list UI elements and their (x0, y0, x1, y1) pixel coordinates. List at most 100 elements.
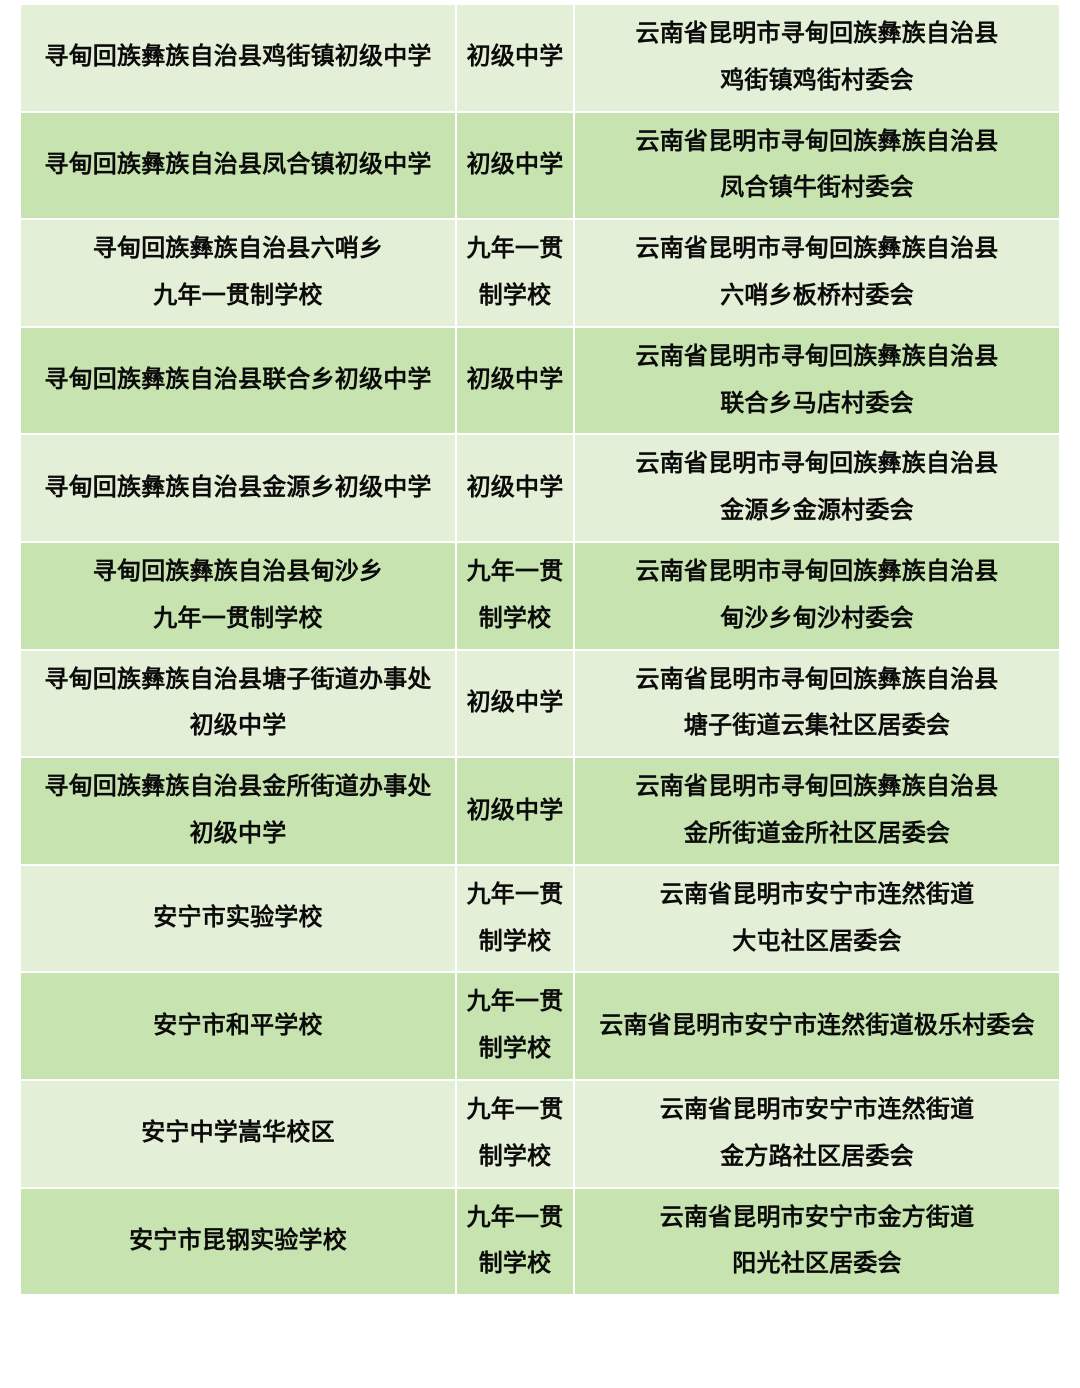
cell-school-address: 云南省昆明市安宁市金方街道 阳光社区居委会 (575, 1188, 1059, 1295)
cell-school-type-line: 九年一贯 (466, 1203, 564, 1231)
cell-school-address-line: 金源乡金源村委会 (720, 497, 914, 525)
cell-school-type-line: 初级中学 (466, 150, 564, 178)
cell-school-name: 寻甸回族彝族自治县甸沙乡 九年一贯制学校 (21, 542, 455, 649)
cell-school-type: 九年一贯 制学校 (457, 973, 573, 1079)
cell-school-address-line: 鸡街镇鸡街村委会 (720, 66, 914, 94)
cell-school-address-line: 云南省昆明市寻甸回族彝族自治县 (635, 20, 999, 47)
cell-school-type-line: 初级中学 (466, 366, 564, 394)
cell-school-address: 云南省昆明市安宁市连然街道极乐村委会 (575, 973, 1059, 1079)
cell-school-name: 寻甸回族彝族自治县联合乡初级中学 (21, 327, 455, 434)
cell-school-name-line: 九年一贯制学校 (153, 604, 323, 632)
cell-school-name-line: 寻甸回族彝族自治县塘子街道办事处 (44, 665, 432, 693)
cell-school-name: 安宁中学嵩华校区 (21, 1080, 455, 1187)
cell-school-name-line: 寻甸回族彝族自治县甸沙乡 (92, 557, 384, 585)
cell-school-address-line: 云南省昆明市寻甸回族彝族自治县 (635, 557, 999, 585)
cell-school-type-line: 初级中学 (466, 43, 564, 71)
table-row: 寻甸回族彝族自治县金源乡初级中学 初级中学 云南省昆明市寻甸回族彝族自治县 金源乡金源… (21, 435, 1059, 541)
cell-school-address: 云南省昆明市寻甸回族彝族自治县 金所街道金所社区居委会 (575, 758, 1059, 864)
cell-school-address-line: 金所街道金所社区居委会 (683, 819, 951, 847)
cell-school-address-line: 联合乡马店村委会 (720, 389, 914, 417)
cell-school-name: 安宁市和平学校 (21, 973, 455, 1079)
cell-school-type: 九年一贯 制学校 (457, 1188, 573, 1295)
cell-school-address-line: 金方路社区居委会 (720, 1142, 914, 1170)
cell-school-address-line: 云南省昆明市寻甸回族彝族自治县 (635, 342, 999, 370)
cell-school-name: 寻甸回族彝族自治县六哨乡 九年一贯制学校 (21, 220, 455, 326)
table-row: 寻甸回族彝族自治县凤合镇初级中学 初级中学 云南省昆明市寻甸回族彝族自治县 凤合镇牛街… (21, 112, 1059, 219)
cell-school-address-line: 大屯社区居委会 (732, 927, 902, 955)
cell-school-address-line: 凤合镇牛街村委会 (720, 174, 914, 202)
cell-school-address: 云南省昆明市寻甸回族彝族自治县 金源乡金源村委会 (575, 435, 1059, 541)
cell-school-type: 初级中学 (457, 5, 573, 111)
cell-school-type-line: 制学校 (478, 1035, 552, 1063)
table-row: 寻甸回族彝族自治县金所街道办事处 初级中学 初级中学 云南省昆明市寻甸回族彝族自治县金… (21, 758, 1059, 864)
cell-school-type: 初级中学 (457, 650, 573, 757)
cell-school-address: 云南省昆明市安宁市连然街道 金方路社区居委会 (575, 1080, 1059, 1187)
cell-school-address-line: 云南省昆明市安宁市连然街道极乐村委会 (599, 1011, 1035, 1039)
cell-school-address: 云南省昆明市寻甸回族彝族自治县 塘子街道云集社区居委会 (575, 650, 1059, 757)
table-row: 寻甸回族彝族自治县鸡街镇初级中学 初级中学 云南省昆明市寻甸回族彝族自治县 鸡街镇鸡街… (21, 5, 1059, 111)
cell-school-name: 寻甸回族彝族自治县凤合镇初级中学 (21, 112, 455, 219)
cell-school-name-line: 安宁市和平学校 (153, 1011, 323, 1039)
cell-school-type-line: 制学校 (478, 927, 552, 955)
table-row: 寻甸回族彝族自治县塘子街道办事处 初级中学 初级中学 云南省昆明市寻甸回族彝族自治县塘… (21, 650, 1059, 757)
cell-school-name-line: 寻甸回族彝族自治县鸡街镇初级中学 (44, 43, 432, 71)
cell-school-name-line: 九年一贯制学校 (153, 281, 323, 309)
cell-school-type: 初级中学 (457, 435, 573, 541)
cell-school-type-line: 制学校 (478, 281, 552, 309)
cell-school-name-line: 寻甸回族彝族自治县六哨乡 (92, 235, 384, 263)
cell-school-name-line: 寻甸回族彝族自治县金源乡初级中学 (44, 473, 432, 501)
table-row: 寻甸回族彝族自治县联合乡初级中学 初级中学 云南省昆明市寻甸回族彝族自治县 联合乡马店… (21, 327, 1059, 434)
cell-school-address-line: 云南省昆明市寻甸回族彝族自治县 (635, 665, 999, 693)
cell-school-name: 安宁市实验学校 (21, 865, 455, 972)
cell-school-name: 寻甸回族彝族自治县金所街道办事处 初级中学 (21, 758, 455, 864)
cell-school-type: 九年一贯 制学校 (457, 1080, 573, 1187)
table-row: 安宁市实验学校 九年一贯制学校 云南省昆明市安宁市连然街道 大屯社区居委会 (21, 865, 1059, 972)
cell-school-address-line: 云南省昆明市寻甸回族彝族自治县 (635, 450, 999, 478)
cell-school-address-line: 云南省昆明市寻甸回族彝族自治县 (635, 773, 999, 801)
cell-school-address-line: 云南省昆明市安宁市金方街道 (659, 1203, 975, 1231)
school-listing-table: 寻甸回族彝族自治县鸡街镇初级中学 初级中学 云南省昆明市寻甸回族彝族自治县 鸡街镇鸡街… (19, 3, 1061, 1296)
cell-school-address-line: 塘子街道云集社区居委会 (683, 712, 951, 740)
cell-school-type-line: 九年一贯 (466, 235, 564, 263)
cell-school-address-line: 阳光社区居委会 (732, 1250, 902, 1278)
cell-school-type: 初级中学 (457, 327, 573, 434)
cell-school-address-line: 甸沙乡甸沙村委会 (720, 604, 914, 632)
cell-school-address-line: 云南省昆明市寻甸回族彝族自治县 (635, 235, 999, 263)
cell-school-type: 初级中学 (457, 112, 573, 219)
cell-school-name-line: 安宁中学嵩华校区 (141, 1119, 335, 1147)
table-row: 寻甸回族彝族自治县甸沙乡 九年一贯制学校 九年一贯 制学校 云南省昆明市寻甸回族彝族自治… (21, 542, 1059, 649)
cell-school-type-line: 九年一贯 (466, 1095, 564, 1123)
cell-school-address: 云南省昆明市寻甸回族彝族自治县 鸡街镇鸡街村委会 (575, 5, 1059, 111)
table-row: 寻甸回族彝族自治县六哨乡 九年一贯制学校 九年一贯 制学校 云南省昆明市寻甸回族彝族自治… (21, 220, 1059, 326)
cell-school-address: 云南省昆明市寻甸回族彝族自治县 甸沙乡甸沙村委会 (575, 542, 1059, 649)
table-row: 安宁市昆钢实验学校 九年一贯 制学校 云南省昆明市安宁市金方街道 阳光社区居委会 (21, 1188, 1059, 1295)
cell-school-type: 九年一贯 制学校 (457, 865, 573, 972)
cell-school-type-line: 初级中学 (466, 473, 564, 501)
cell-school-address: 云南省昆明市寻甸回族彝族自治县 联合乡马店村委会 (575, 327, 1059, 434)
cell-school-name: 寻甸回族彝族自治县塘子街道办事处 初级中学 (21, 650, 455, 757)
cell-school-name-line: 寻甸回族彝族自治县凤合镇初级中学 (44, 150, 432, 178)
cell-school-type-line: 制学校 (478, 604, 552, 632)
cell-school-name: 寻甸回族彝族自治县鸡街镇初级中学 (21, 5, 455, 111)
cell-school-type: 九年一贯 制学校 (457, 220, 573, 326)
cell-school-name-line: 初级中学 (189, 712, 287, 740)
cell-school-type-line: 制学校 (478, 1250, 552, 1278)
cell-school-name-line: 寻甸回族彝族自治县联合乡初级中学 (44, 366, 432, 394)
table-row: 安宁市和平学校 九年一贯 制学校 云南省昆明市安宁市连然街道极乐村委会 (21, 973, 1059, 1079)
cell-school-type-line: 九年一贯 (466, 880, 564, 908)
cell-school-type-line: 九年一贯 (466, 988, 564, 1016)
cell-school-type-line: 九年一贯 (466, 557, 564, 585)
cell-school-name-line: 初级中学 (189, 819, 287, 847)
cell-school-type-line: 初级中学 (466, 688, 564, 716)
cell-school-name: 安宁市昆钢实验学校 (21, 1188, 455, 1295)
cell-school-name-line: 寻甸回族彝族自治县金所街道办事处 (44, 773, 432, 801)
cell-school-address-line: 云南省昆明市安宁市连然街道 (659, 1095, 975, 1123)
table-body: 寻甸回族彝族自治县鸡街镇初级中学 初级中学 云南省昆明市寻甸回族彝族自治县 鸡街镇鸡街… (21, 5, 1059, 1295)
cell-school-name: 寻甸回族彝族自治县金源乡初级中学 (21, 435, 455, 541)
cell-school-address-line: 云南省昆明市安宁市连然街道 (659, 880, 975, 908)
cell-school-address: 云南省昆明市寻甸回族彝族自治县 六哨乡板桥村委会 (575, 220, 1059, 326)
cell-school-type: 初级中学 (457, 758, 573, 864)
cell-school-name-line: 安宁市实验学校 (153, 904, 323, 932)
cell-school-type-line: 制学校 (478, 1142, 552, 1170)
cell-school-type-line: 初级中学 (466, 796, 564, 824)
